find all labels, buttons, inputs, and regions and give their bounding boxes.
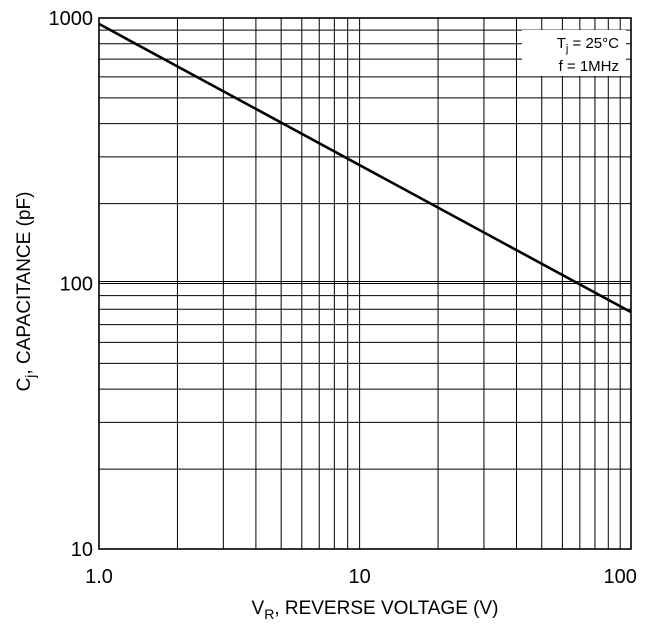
annotation-temperature: Tj = 25°C: [557, 35, 619, 55]
x-tick-label: 10: [348, 566, 370, 588]
capacitance-curve: [98, 22, 632, 314]
x-axis-label-sub: R: [264, 606, 274, 622]
y-axis-label-rest: , CAPACITANCE (pF): [14, 192, 35, 375]
y-tick-labels: 10 100 1000: [49, 8, 94, 561]
x-axis-label-main: V: [252, 598, 265, 619]
y-tick-label: 1000: [49, 8, 94, 30]
y-axis-label-main: C: [14, 378, 35, 392]
x-axis-label: VR, REVERSE VOLTAGE (V): [252, 598, 499, 622]
annotation-background: [522, 30, 626, 76]
x-axis-label-rest: , REVERSE VOLTAGE (V): [274, 598, 498, 619]
y-tick-label: 10: [71, 539, 93, 561]
grid-lines: [99, 18, 631, 549]
annotation-temperature-main: T: [557, 35, 566, 52]
annotation-frequency: f = 1MHz: [559, 58, 619, 75]
x-tick-labels: 1.0 10 100: [85, 566, 637, 588]
plot-frame: [98, 17, 632, 550]
x-tick-label: 100: [604, 566, 637, 588]
y-axis-label-sub: j: [22, 375, 38, 379]
y-tick-label: 100: [60, 274, 93, 296]
x-tick-label: 1.0: [85, 566, 113, 588]
annotation-box: [522, 30, 626, 76]
annotation-frequency-main: f = 1MHz: [559, 58, 619, 75]
annotation-temperature-sub: j: [565, 43, 568, 55]
series-layer: [98, 22, 632, 314]
annotation-temperature-rest: = 25°C: [568, 35, 619, 52]
y-axis-label: Cj, CAPACITANCE (pF): [14, 192, 38, 392]
